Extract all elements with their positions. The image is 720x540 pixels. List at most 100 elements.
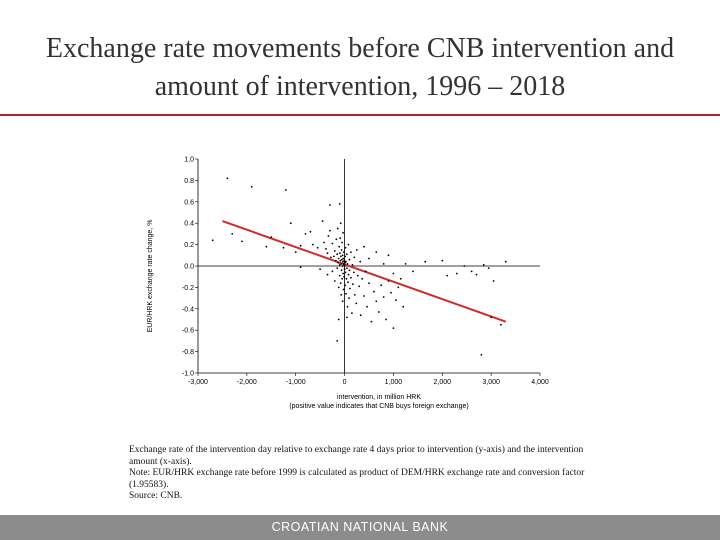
figure-caption: Exchange rate of the intervention day re…	[129, 445, 649, 503]
scatter-point	[348, 297, 350, 299]
scatter-point	[342, 257, 345, 260]
scatter-point	[347, 273, 350, 276]
scatter-point	[339, 252, 341, 255]
scatter-point	[359, 260, 362, 263]
scatter-point	[343, 268, 346, 271]
scatter-point	[487, 267, 490, 269]
scatter-point	[319, 268, 321, 271]
scatter-point	[330, 256, 332, 259]
scatter-point	[390, 291, 392, 294]
scatter-point	[337, 257, 340, 260]
scatter-point	[456, 272, 458, 275]
scatter-point	[346, 267, 348, 269]
scatter-point	[377, 311, 380, 313]
scatter-point	[309, 230, 312, 233]
x-tick-label: 1,000	[385, 379, 403, 386]
scatter-point	[337, 261, 340, 264]
y-tick-label: 0.4	[184, 221, 194, 228]
scatter-point	[282, 246, 285, 249]
x-axis-label: intervention, in million HRK	[337, 394, 421, 401]
scatter-point	[231, 233, 234, 235]
scatter-point	[342, 231, 344, 234]
scatter-point	[345, 292, 347, 295]
scatter-point	[336, 253, 339, 256]
scatter-point	[338, 274, 341, 277]
scatter-point	[343, 265, 346, 267]
scatter-point	[285, 189, 287, 191]
scatter-point	[339, 222, 342, 225]
title-line-1: Exchange rate movements before CNB inter…	[45, 33, 675, 64]
x-tick-label: 3,000	[482, 379, 500, 386]
scatter-point	[392, 272, 395, 275]
scatter-point	[395, 299, 397, 302]
scatter-point	[340, 249, 343, 251]
caption-line-3: Note: EUR/HRK exchange rate before 1999 …	[129, 468, 585, 478]
scatter-point	[337, 286, 340, 289]
scatter-point	[363, 295, 365, 297]
scatter-point	[340, 255, 342, 258]
scatter-point	[299, 244, 302, 247]
x-tick-label: -1,000	[286, 379, 306, 386]
scatter-point	[361, 277, 364, 280]
scatter-point	[338, 203, 341, 205]
scatter-point	[333, 250, 336, 252]
scatter-point	[294, 251, 297, 253]
x-tick-label: 4,000	[531, 379, 549, 386]
scatter-point	[490, 316, 492, 319]
scatter-point	[336, 267, 339, 269]
scatter-point	[250, 185, 253, 188]
scatter-chart: 1.0 0.8 0.6 0.4 0.2 0.0 -0.2 -0.4 -0.6 -0.8 -1.0-3…	[147, 157, 549, 411]
slide-title: Exchange rate movements before CNB inter…	[0, 30, 720, 106]
scatter-point	[331, 270, 334, 273]
scatter-point	[349, 287, 351, 290]
scatter-point	[504, 260, 507, 263]
scatter-point	[270, 236, 273, 238]
trend-line-layer	[222, 220, 507, 323]
scatter-point	[211, 239, 214, 242]
scatter-point	[327, 235, 330, 237]
scatter-point	[339, 259, 342, 262]
scatter-point	[311, 243, 314, 246]
caption-line-1: Exchange rate of the intervention day re…	[129, 445, 584, 455]
scatter-point	[373, 290, 375, 293]
scatter-point	[351, 264, 354, 266]
scatter-point	[387, 254, 390, 257]
scatter-point	[289, 222, 292, 225]
scatter-point	[348, 269, 351, 272]
scatter-point	[353, 271, 355, 274]
y-tick-label: -0.4	[182, 306, 194, 313]
scatter-point	[304, 233, 307, 235]
scatter-point	[344, 255, 346, 258]
scatter-point	[338, 264, 341, 266]
scatter-point	[368, 257, 370, 260]
scatter-point	[340, 269, 343, 272]
scatter-point	[343, 275, 345, 278]
scatter-point	[346, 316, 348, 319]
scatter-point	[329, 204, 331, 206]
scatter-point	[342, 251, 345, 253]
y-tick-label: 1.0	[184, 157, 194, 164]
scatter-point	[355, 302, 358, 305]
scatter-point	[341, 254, 344, 257]
scatter-point	[226, 177, 229, 180]
scatter-point	[344, 246, 347, 249]
scatter-point	[241, 240, 243, 243]
scatter-point	[392, 327, 395, 329]
scatter-point	[470, 270, 473, 273]
scatter-point	[342, 272, 344, 275]
scatter-point	[364, 270, 367, 273]
points-layer	[211, 177, 507, 356]
scatter-point	[339, 237, 342, 240]
y-tick-label: 0.0	[184, 264, 194, 271]
scatter-point	[402, 305, 405, 308]
scatter-point	[387, 280, 390, 282]
scatter-point	[480, 353, 483, 356]
scatter-point	[337, 318, 340, 321]
x-tick-label: 0	[343, 379, 347, 386]
scatter-point	[333, 280, 336, 282]
y-tick-label: -0.6	[182, 328, 194, 335]
scatter-point	[382, 296, 385, 298]
x-tick-label: 2,000	[434, 379, 452, 386]
scatter-point	[316, 246, 319, 249]
scatter-point	[404, 263, 407, 265]
